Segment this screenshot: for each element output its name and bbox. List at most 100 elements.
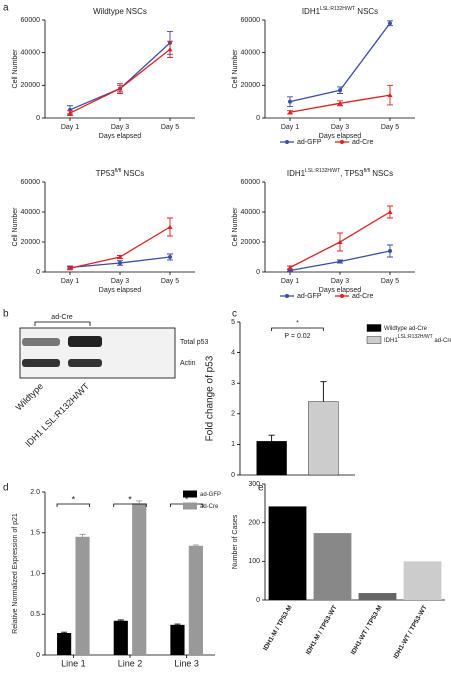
bracket <box>56 503 91 507</box>
x-tick-label: Day 3 <box>331 124 349 131</box>
legend-label: ad-GFP <box>297 139 322 146</box>
bracket <box>113 503 147 507</box>
marker <box>118 261 122 265</box>
x-tick-label: IDH1-WT / TP53-M <box>350 604 384 656</box>
marker <box>337 239 343 244</box>
panel-label: b <box>3 309 9 320</box>
y-tick-label: 0 <box>256 269 260 276</box>
marker <box>117 254 123 259</box>
legend-swatch <box>366 324 382 332</box>
chart-title: IDH1LSL:R132H/WT, TP53fl/fl NSCs <box>287 168 393 178</box>
x-tick-label: Day 1 <box>61 124 79 131</box>
marker <box>67 110 73 116</box>
x-tick-label: Day 1 <box>61 278 79 285</box>
line <box>69 42 171 111</box>
x-tick-label: Line 1 <box>61 658 86 668</box>
text-part: LSL:R132H/WT <box>305 168 340 174</box>
text-part: Wildtype NSCs <box>93 7 147 16</box>
x-axis-label: Days elapsed <box>319 287 362 294</box>
x-tick-label: Day 5 <box>381 124 399 131</box>
panel-label: c <box>232 309 237 320</box>
legend-marker <box>285 294 289 298</box>
y-axis-label: Cell Number <box>232 207 239 247</box>
bar <box>188 545 203 655</box>
text-part: LSL:R132H/WT <box>320 6 355 12</box>
band <box>68 359 102 367</box>
y-tick-label: 40000 <box>21 50 41 57</box>
axis <box>264 182 415 273</box>
y-axis-label: Cell Number <box>232 49 239 89</box>
error-bar <box>174 623 181 625</box>
text-part: IDH1 <box>302 7 321 16</box>
y-tick-label: 2.0 <box>30 489 40 496</box>
x-axis-label: Days elapsed <box>99 133 142 140</box>
band-label: Actin <box>180 360 196 367</box>
y-axis-label: Cell Number <box>12 207 19 247</box>
band-label: Total p53 <box>180 339 209 346</box>
y-tick-label: 60000 <box>241 17 261 24</box>
legend-label: ad-Cre <box>352 293 374 300</box>
marker <box>287 109 293 115</box>
marker <box>287 265 293 270</box>
x-tick-label: Day 3 <box>111 278 129 285</box>
annotation: * <box>296 320 299 327</box>
y-tick-label: 1.0 <box>30 570 40 577</box>
error-bar <box>117 619 124 621</box>
annotation: * <box>128 494 132 504</box>
y-tick-label: 100 <box>248 558 260 565</box>
error-bar <box>192 544 199 546</box>
panel-label: a <box>3 3 9 14</box>
panel-label: d <box>3 483 9 494</box>
marker <box>168 255 172 259</box>
x-tick-label: Line 2 <box>118 658 143 668</box>
y-tick-label: 40000 <box>21 209 41 216</box>
x-tick-label: Day 3 <box>331 278 349 285</box>
legend-swatch <box>366 336 382 344</box>
text-part: NSCs <box>121 169 144 178</box>
y-tick-label: 60000 <box>21 17 41 24</box>
y-tick-label: 0 <box>256 115 260 122</box>
error-bar <box>61 631 68 633</box>
panel-label: e <box>258 483 264 494</box>
x-tick-label: Line 3 <box>174 658 199 668</box>
x-tick-label: IDH1-WT / TP53-WT <box>393 604 429 660</box>
y-tick-label: 20000 <box>241 82 261 89</box>
bar <box>403 561 442 600</box>
y-tick-label: 20000 <box>21 82 41 89</box>
legend-marker <box>340 294 344 298</box>
y-tick-label: 300 <box>248 481 260 488</box>
text-part: LSL:R132H/WT <box>398 334 433 340</box>
error-bar <box>136 500 143 504</box>
bar <box>308 401 339 476</box>
legend-label: ad-GFP <box>297 293 322 300</box>
y-tick-label: 60000 <box>21 179 41 186</box>
marker <box>67 265 73 271</box>
bar <box>132 503 147 655</box>
text-part: TP53 <box>96 169 116 178</box>
y-tick-label: 40000 <box>241 50 261 57</box>
x-tick-label: IDH1-M / TP53-WT <box>305 604 339 656</box>
x-tick-label: Day 1 <box>281 278 299 285</box>
y-tick-label: 0 <box>36 115 40 122</box>
y-tick-label: 20000 <box>241 239 261 246</box>
bracket <box>34 321 91 326</box>
y-tick-label: 0 <box>231 472 235 479</box>
marker <box>338 88 342 93</box>
marker <box>337 100 343 106</box>
bar <box>313 533 352 600</box>
y-tick-label: 1.5 <box>30 530 40 537</box>
bar <box>113 620 128 655</box>
y-tick-label: 3 <box>231 380 235 387</box>
y-axis-label: Relative Normalized Expression of p21 <box>12 513 19 634</box>
x-tick-label: Day 1 <box>281 124 299 131</box>
x-axis-label: Days elapsed <box>99 287 142 294</box>
y-tick-label: 0 <box>36 652 40 659</box>
error-bar <box>79 533 86 537</box>
y-tick-label: 4 <box>231 349 235 356</box>
y-tick-label: 5 <box>231 319 235 326</box>
blot-frame <box>19 327 176 379</box>
legend-marker <box>340 140 344 144</box>
axis <box>44 20 195 119</box>
legend-swatch <box>183 490 197 498</box>
